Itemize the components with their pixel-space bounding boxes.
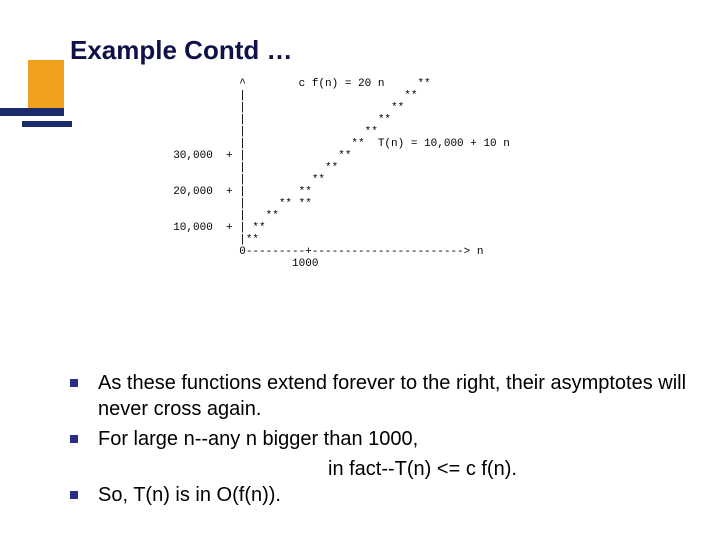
bullet-continuation: in fact--T(n) <= c f(n). [328, 456, 690, 482]
bullet-item: So, T(n) is in O(f(n)). [70, 482, 690, 508]
ascii-graph: ^ c f(n) = 20 n ** | ** | ** | ** | ** | [160, 78, 580, 338]
bullet-text: For large n--any n bigger than 1000, [98, 426, 418, 452]
bullet-square-icon [70, 379, 78, 387]
bullet-list: As these functions extend forever to the… [70, 370, 690, 512]
bullet-square-icon [70, 435, 78, 443]
accent-navy-bar-2 [22, 121, 72, 127]
bullet-text: So, T(n) is in O(f(n)). [98, 482, 281, 508]
slide-title: Example Contd … [70, 35, 292, 66]
bullet-item: For large n--any n bigger than 1000, [70, 426, 690, 452]
graph-pre: ^ c f(n) = 20 n ** | ** | ** | ** | ** | [160, 78, 580, 270]
accent-orange-block [28, 60, 64, 114]
accent-navy-bar-1 [0, 108, 64, 116]
bullet-text: As these functions extend forever to the… [98, 370, 690, 422]
bullet-square-icon [70, 491, 78, 499]
bullet-item: As these functions extend forever to the… [70, 370, 690, 422]
